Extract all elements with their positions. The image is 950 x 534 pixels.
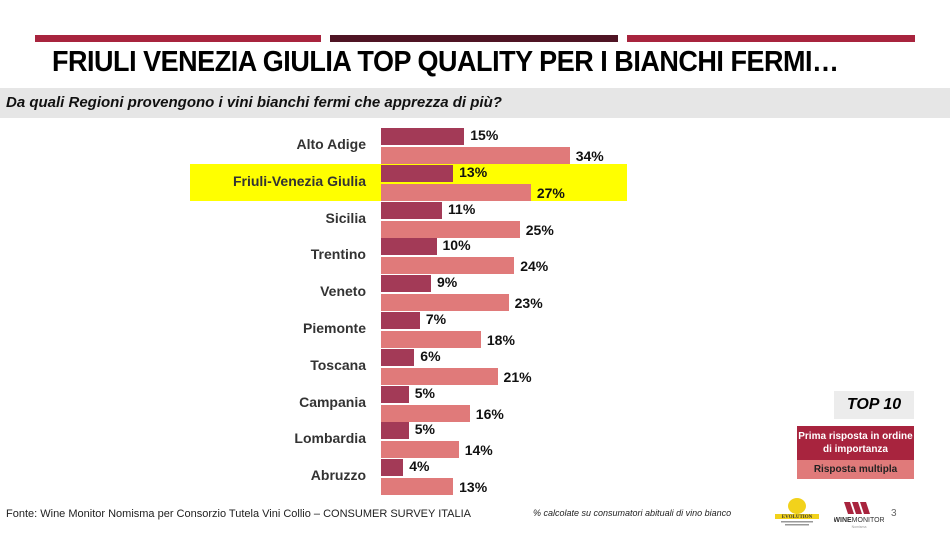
value-label: 23% xyxy=(514,295,543,312)
value-label: 25% xyxy=(525,221,554,238)
bar-first-answer xyxy=(381,459,404,477)
bar-first-answer xyxy=(381,128,465,145)
value-label: 15% xyxy=(470,127,499,143)
bar-first-answer xyxy=(381,201,443,219)
svg-text:EVOLUTION: EVOLUTION xyxy=(782,515,813,520)
category-label: Trentino xyxy=(310,246,366,263)
bar-multiple-answer xyxy=(381,294,509,312)
bar-first-answer xyxy=(381,312,420,329)
value-label: 21% xyxy=(503,368,532,385)
value-label: 13% xyxy=(459,163,488,180)
winemonitor-logo-icon: WINEMONITOR Nomisma xyxy=(834,502,884,529)
legend-multiple-answer: Risposta multipla xyxy=(797,460,914,479)
value-label: 4% xyxy=(409,458,430,475)
top-bar-right xyxy=(627,35,915,42)
bar-multiple-answer xyxy=(381,183,531,201)
top-bar-left xyxy=(35,35,321,42)
value-label: 6% xyxy=(420,347,441,364)
bar-multiple-answer xyxy=(381,441,459,459)
value-label: 34% xyxy=(575,148,604,164)
bar-multiple-answer xyxy=(381,257,515,275)
category-label: Sicilia xyxy=(325,209,366,226)
value-label: 27% xyxy=(536,184,565,201)
bar-first-answer xyxy=(381,348,415,366)
bar-first-answer xyxy=(381,164,454,182)
bar-first-answer xyxy=(381,422,409,440)
top-bar-middle xyxy=(330,35,618,42)
category-label: Veneto xyxy=(320,283,366,300)
value-label: 16% xyxy=(475,405,504,422)
category-label: Lombardia xyxy=(294,430,366,447)
category-label: Toscana xyxy=(310,356,366,373)
bar-multiple-answer xyxy=(381,220,520,238)
svg-text:Nomisma: Nomisma xyxy=(852,525,867,529)
chart-question: Da quali Regioni provengono i vini bianc… xyxy=(6,94,502,111)
category-label: Friuli-Venezia Giulia xyxy=(232,172,366,189)
value-label: 10% xyxy=(442,237,471,254)
page-title: FRIULI VENEZIA GIULIA TOP QUALITY PER I … xyxy=(52,46,839,78)
category-label: Abruzzo xyxy=(310,467,366,484)
bar-multiple-answer xyxy=(381,404,470,422)
bar-multiple-answer xyxy=(381,331,481,348)
value-label: 14% xyxy=(464,442,493,459)
bar-first-answer xyxy=(381,385,409,403)
category-label: Alto Adige xyxy=(296,136,366,152)
legend-first-answer: Prima risposta in ordine di importanza xyxy=(797,426,914,462)
bar-multiple-answer xyxy=(381,367,498,385)
category-label: Campania xyxy=(299,393,366,410)
bar-multiple-answer xyxy=(381,147,570,164)
value-label: 18% xyxy=(486,332,515,348)
source-text: Fonte: Wine Monitor Nomisma per Consorzi… xyxy=(6,508,472,520)
bar-multiple-answer xyxy=(381,478,454,496)
subtitle-band xyxy=(0,88,950,118)
evolution-logo-icon: EVOLUTION xyxy=(775,498,819,526)
page-number: 3 xyxy=(891,508,897,519)
value-label: 11% xyxy=(448,200,476,217)
value-label: 5% xyxy=(414,421,435,438)
value-label: 13% xyxy=(459,479,488,496)
value-label: 24% xyxy=(520,258,549,275)
bar-first-answer xyxy=(381,238,437,256)
top10-badge: TOP 10 xyxy=(834,391,914,419)
value-label: 7% xyxy=(425,311,447,327)
category-label: Piemonte xyxy=(302,320,366,336)
value-label: 5% xyxy=(414,384,435,401)
bar-first-answer xyxy=(381,275,431,293)
value-label: 9% xyxy=(436,274,458,291)
footnote: % calcolate su consumatori abituali di v… xyxy=(533,508,732,518)
svg-text:WINEMONITOR: WINEMONITOR xyxy=(834,517,884,524)
